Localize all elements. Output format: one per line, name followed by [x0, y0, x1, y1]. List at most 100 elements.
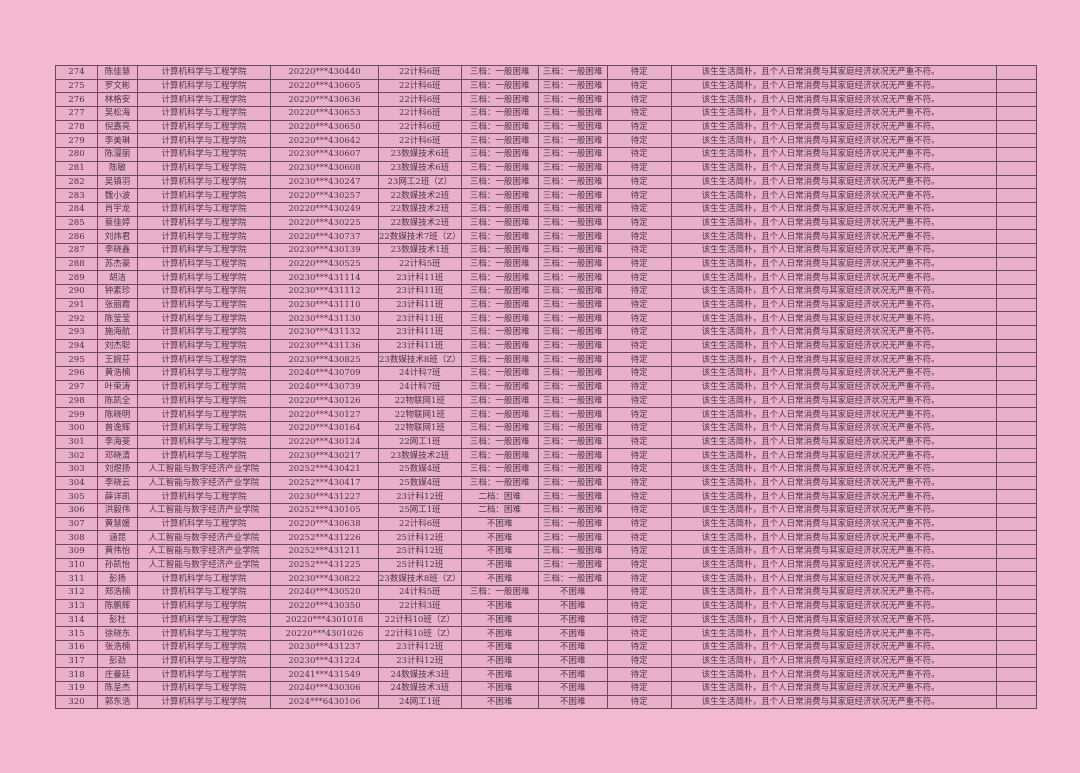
assessment-level-1: 不困难	[460, 598, 539, 614]
class-name: 22计科5班	[378, 256, 462, 272]
table-row: 278 倪嘉亮 计算机科学与工程学院 20220***430650 22计科6班 三档：一…	[55, 119, 1037, 135]
assessment-level-2: 三档：一般困难	[537, 434, 608, 450]
student-id: 20220***430525	[270, 256, 379, 272]
table-row: 276 林格安 计算机科学与工程学院 20220***430636 22计科6班 三档：一…	[55, 92, 1037, 108]
assessment-level-2: 三档：一般困难	[537, 270, 608, 285]
row-number: 274	[55, 65, 98, 80]
student-name: 钟素珍	[97, 284, 138, 299]
assessment-level-2: 三档：一般困难	[537, 65, 608, 80]
remark: 该生生活简朴，且个人日常消费与其家庭经济状况无严重不符。	[670, 530, 997, 546]
remark: 该生生活简朴，且个人日常消费与其家庭经济状况无严重不符。	[670, 284, 997, 299]
college: 人工智能与数字经济产业学院	[137, 461, 271, 477]
row-number: 320	[55, 694, 98, 710]
remark: 该生生活简朴，且个人日常消费与其家庭经济状况无严重不符。	[670, 133, 997, 149]
student-id: 20240***430306	[270, 680, 379, 696]
table-row: 319 陈呈杰 计算机科学与工程学院 20240***430306 24数媒技术3班 不困…	[55, 680, 1037, 696]
remark: 该生生活简朴，且个人日常消费与其家庭经济状况无严重不符。	[670, 612, 997, 628]
row-number: 311	[55, 571, 98, 587]
college: 计算机科学与工程学院	[137, 147, 271, 162]
student-name: 黄伟怡	[97, 544, 138, 559]
student-id: 20230***431224	[270, 653, 379, 669]
college: 人工智能与数字经济产业学院	[137, 544, 271, 559]
student-name: 李晓云	[97, 475, 138, 491]
blank-cell	[995, 133, 1037, 149]
student-name: 陈佳慧	[97, 65, 138, 80]
remark: 该生生活简朴，且个人日常消费与其家庭经济状况无严重不符。	[670, 639, 997, 655]
status: 待定	[606, 544, 672, 559]
student-name: 刘煜扬	[97, 461, 138, 477]
college: 计算机科学与工程学院	[137, 92, 271, 108]
assessment-level-1: 三档：一般困难	[460, 242, 539, 258]
blank-cell	[995, 160, 1037, 176]
student-name: 黄浩楠	[97, 366, 138, 381]
row-number: 301	[55, 434, 98, 450]
assessment-level-2: 三档：一般困难	[537, 106, 608, 121]
assessment-level-2: 不困难	[537, 612, 608, 628]
student-id: 20230***431112	[270, 284, 379, 299]
status: 待定	[606, 242, 672, 258]
assessment-level-1: 三档：一般困难	[460, 352, 539, 368]
status: 待定	[606, 448, 672, 463]
row-number: 292	[55, 311, 98, 327]
assessment-level-2: 三档：一般困难	[537, 92, 608, 108]
assessment-level-2: 三档：一般困难	[537, 311, 608, 327]
table-row: 295 王婉芬 计算机科学与工程学院 20230***430825 23数媒技术8班（Z…	[55, 352, 1037, 368]
class-name: 23计科11班	[378, 338, 462, 354]
assessment-level-2: 不困难	[537, 598, 608, 614]
assessment-level-2: 三档：一般困难	[537, 489, 608, 504]
class-name: 23计科12班	[378, 489, 462, 504]
table-row: 277 吴松海 计算机科学与工程学院 20220***430653 22计科6班 三档：一…	[55, 106, 1037, 121]
class-name: 23数媒技术6班	[378, 160, 462, 176]
student-name: 刘杰聪	[97, 338, 138, 354]
student-id: 20252***430105	[270, 503, 379, 518]
row-number: 282	[55, 174, 98, 190]
blank-cell	[995, 147, 1037, 162]
student-id: 20241***431549	[270, 667, 379, 682]
table-row: 301 李海斐 计算机科学与工程学院 20220***430124 22网工1班 三档：一…	[55, 434, 1037, 450]
blank-cell	[995, 503, 1037, 518]
remark: 该生生活简朴，且个人日常消费与其家庭经济状况无严重不符。	[670, 461, 997, 477]
remark: 该生生活简朴，且个人日常消费与其家庭经济状况无严重不符。	[670, 78, 997, 94]
table-row: 285 蔡佳婷 计算机科学与工程学院 20220***430225 22数媒技术2班 三档…	[55, 215, 1037, 231]
status: 待定	[606, 119, 672, 135]
college: 计算机科学与工程学院	[137, 188, 271, 203]
row-number: 319	[55, 680, 98, 696]
class-name: 22物联网1班	[378, 393, 462, 409]
college: 计算机科学与工程学院	[137, 366, 271, 381]
college: 计算机科学与工程学院	[137, 325, 271, 340]
student-name: 张浩楠	[97, 639, 138, 655]
student-id: 20220***430642	[270, 133, 379, 149]
table-row: 275 罗文彬 计算机科学与工程学院 20220***430605 22计科6班 三档：一…	[55, 78, 1037, 94]
assessment-level-2: 三档：一般困难	[537, 475, 608, 491]
college: 人工智能与数字经济产业学院	[137, 530, 271, 546]
blank-cell	[995, 338, 1037, 354]
blank-cell	[995, 201, 1037, 217]
row-number: 281	[55, 160, 98, 176]
remark: 该生生活简朴，且个人日常消费与其家庭经济状况无严重不符。	[670, 653, 997, 669]
assessment-level-1: 三档：一般困难	[460, 78, 539, 94]
student-name: 黄慧媛	[97, 516, 138, 532]
table-row: 284 肖宇龙 计算机科学与工程学院 20220***430249 22数媒技术2班 三档…	[55, 201, 1037, 217]
row-number: 309	[55, 544, 98, 559]
class-name: 22计科6班	[378, 133, 462, 149]
student-id: 2024***6430106	[270, 694, 379, 710]
student-name: 吴松海	[97, 106, 138, 121]
student-id: 20230***431237	[270, 639, 379, 655]
assessment-level-2: 三档：一般困难	[537, 201, 608, 217]
remark: 该生生活简朴，且个人日常消费与其家庭经济状况无严重不符。	[670, 571, 997, 587]
blank-cell	[995, 352, 1037, 368]
college: 计算机科学与工程学院	[137, 106, 271, 121]
table-row: 308 涵昆 人工智能与数字经济产业学院 20252***431226 25计科12班不…	[55, 530, 1037, 546]
blank-cell	[995, 680, 1037, 696]
class-name: 22物联网1班	[378, 420, 462, 436]
row-number: 285	[55, 215, 98, 231]
college: 计算机科学与工程学院	[137, 448, 271, 463]
status: 待定	[606, 229, 672, 244]
blank-cell	[995, 256, 1037, 272]
student-name: 叶荣涛	[97, 379, 138, 395]
row-number: 284	[55, 201, 98, 217]
class-name: 23计科11班	[378, 270, 462, 285]
college: 计算机科学与工程学院	[137, 215, 271, 231]
table-row: 292 陈莹莹 计算机科学与工程学院 20230***431130 23计科11班 三档：…	[55, 311, 1037, 327]
college: 计算机科学与工程学院	[137, 420, 271, 436]
